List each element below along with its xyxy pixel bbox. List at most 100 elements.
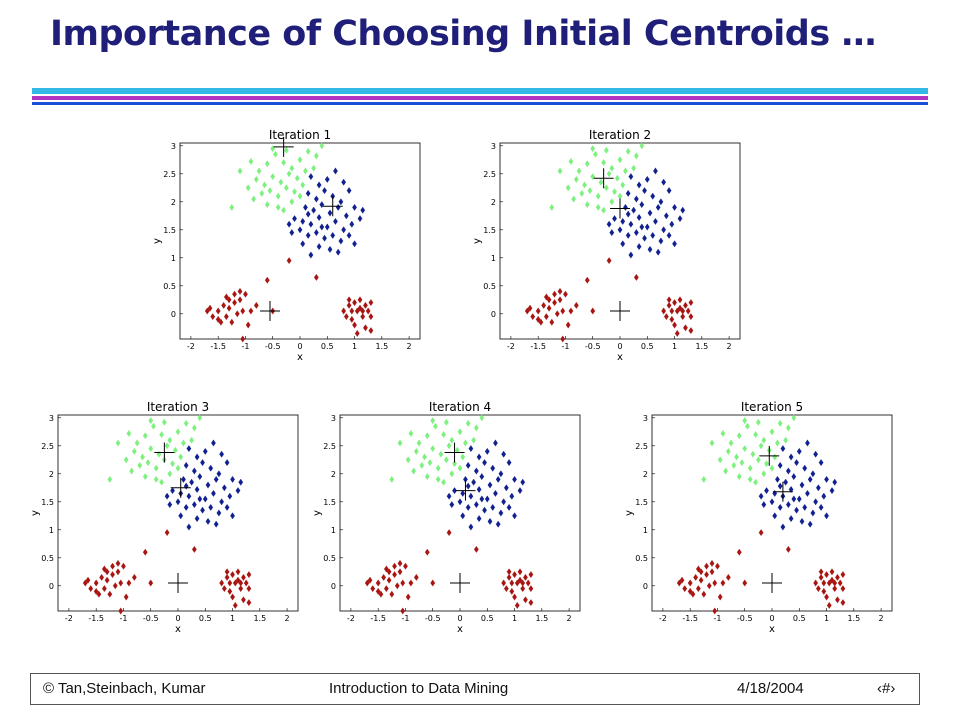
data-point [148,445,154,453]
data-point [389,475,395,483]
y-tick-label: 1 [491,254,496,263]
data-point [221,585,227,593]
data-point [617,226,623,234]
data-point [617,156,623,164]
data-point [791,414,797,422]
data-point [333,167,338,175]
data-point [631,164,637,172]
centroid-marker [168,573,188,593]
data-point [378,590,384,598]
data-point [835,596,840,604]
x-tick-label: 2 [727,342,732,351]
data-point [107,590,113,598]
data-point [603,184,609,192]
data-point [241,596,246,604]
data-point [308,173,314,181]
data-point [85,576,91,584]
data-point [468,523,474,531]
data-point [636,243,642,251]
data-point [484,447,490,455]
data-point [625,189,631,197]
data-point [370,585,376,593]
x-tick-label: 1 [512,614,517,623]
data-point [832,478,838,486]
data-point [441,431,447,439]
data-point [813,579,819,587]
x-tick-label: -0.5 [737,614,753,623]
data-point [584,160,590,168]
data-point [215,315,221,323]
data-point [281,206,287,214]
data-point [625,147,631,155]
centroid-marker [610,198,630,219]
data-point [313,273,319,281]
data-point [788,486,794,493]
data-point [736,473,742,481]
x-tick-label: -1.5 [210,342,226,351]
data-point [506,568,512,576]
data-point [253,175,259,183]
data-point [788,453,794,461]
data-point [151,422,156,430]
data-point [495,520,501,528]
data-point [769,428,775,436]
data-point [468,492,474,500]
data-point [661,307,667,315]
centroid-marker [273,136,294,157]
data-point [791,495,797,503]
x-tick-label: 0 [457,614,462,623]
data-point [687,579,693,587]
data-point [311,164,317,172]
data-point [189,436,195,444]
data-point [683,301,688,309]
data-point [246,599,252,607]
data-point [476,515,482,523]
data-point [435,464,441,472]
data-point [835,573,840,581]
data-point [674,329,680,337]
data-point [606,220,612,228]
data-point [175,498,181,506]
y-tick-label: 0.5 [323,554,336,563]
data-point [609,198,615,206]
data-point [633,273,639,281]
plot-title: Iteration 5 [741,400,803,414]
data-point [747,475,753,483]
data-point [443,456,449,464]
x-tick-label: -1 [561,342,569,351]
data-point [164,492,170,500]
data-point [601,159,607,167]
x-tick-label: -1.5 [530,342,546,351]
data-point [227,492,233,500]
centroid-marker [450,573,470,593]
data-point [197,414,203,422]
data-point [723,467,729,475]
data-point [669,315,675,323]
x-tick-label: -0.5 [265,342,281,351]
data-point [224,568,230,576]
data-point [590,307,596,315]
centroid-marker [444,442,465,463]
data-point [609,164,615,172]
data-point [840,585,846,593]
data-point [145,459,151,467]
data-point [292,188,297,196]
data-point [118,579,124,587]
data-point [528,585,534,593]
x-tick-label: 0 [175,614,180,623]
data-point [123,593,129,601]
data-point [552,290,557,298]
data-point [251,195,257,203]
data-point [131,573,137,581]
data-point [520,579,526,587]
data-point [186,445,192,453]
data-point [687,587,693,595]
plot-title: Iteration 4 [429,400,491,414]
data-point [270,173,276,181]
data-point [709,439,715,447]
data-point [172,446,178,454]
x-tick-label: 2 [879,614,884,623]
data-point [422,453,427,461]
data-point [211,489,216,497]
data-point [449,470,455,478]
